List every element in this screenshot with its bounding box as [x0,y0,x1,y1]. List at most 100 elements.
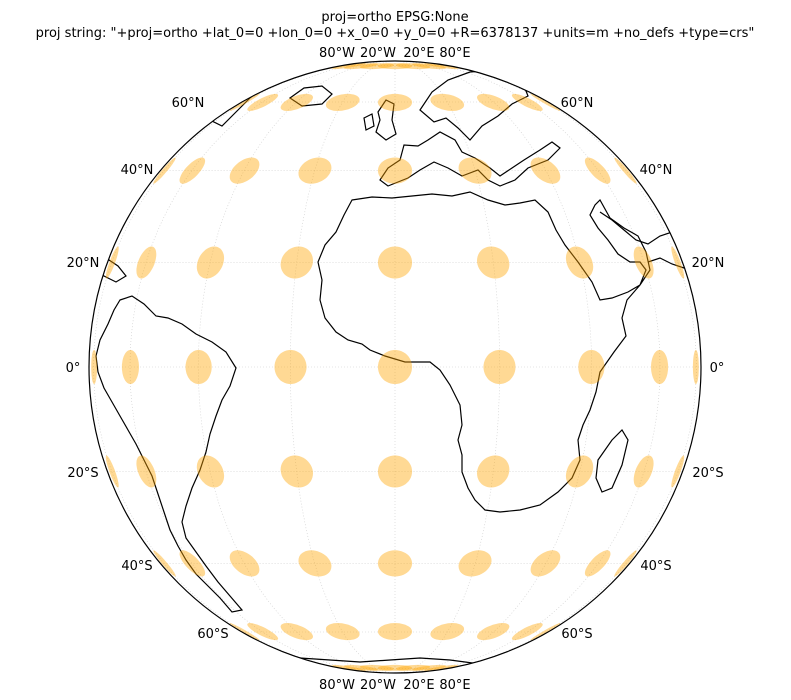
lon-label-bottom-20e: 20°E [403,678,434,693]
tissot-ellipse [105,246,119,279]
tissot-ellipse [584,550,611,577]
graticule [89,61,701,673]
tissot-ellipse [136,246,157,279]
lat-label-right-60n: 60°N [561,96,594,111]
lon-label-bottom-80w: 80°W [319,678,355,693]
lon-label-top-20w: 20°W [360,46,396,61]
tissot-ellipse [377,664,413,671]
lon-label-top-80e: 80°E [439,46,470,61]
tissot-ellipse [424,63,458,70]
tissot-ellipse [91,349,98,385]
coastline-antarctica [267,657,501,671]
lat-label-right-40n: 40°N [640,163,673,178]
coastline-ireland [363,113,375,131]
tissot-ellipse [633,455,654,488]
coastline-british-isles [375,99,397,141]
tissot-ellipse [332,63,366,70]
tissot-ellipse [584,157,611,184]
tissot-ellipse [359,664,394,671]
lat-label-left-20n: 20°N [67,256,100,271]
tissot-ellipse [377,550,413,577]
tissot-ellipse [424,664,458,671]
tissot-ellipse [477,93,510,111]
tissot-ellipse [530,157,561,184]
tissot-ellipse [483,349,516,385]
tissot-ellipse [377,93,413,111]
tissot-ellipse [153,550,176,577]
tissot-ellipse [229,157,260,184]
tissot-ellipse [298,157,332,184]
tissot-ellipse [343,664,378,671]
tissot-ellipse [458,157,492,184]
tissot-ellipse [280,455,313,488]
lat-label-left-60n: 60°N [172,96,205,111]
globe-outline [88,60,702,674]
tissot-ellipse [692,349,699,385]
coastline-south-america [95,295,244,613]
tissot-ellipse [377,349,413,385]
lat-label-right-60s: 60°S [561,627,592,642]
lat-label-right-20n: 20°N [692,256,725,271]
title-line-2: proj string: "+proj=ortho +lat_0=0 +lon_… [36,26,755,41]
tissot-ellipse [343,63,378,70]
tissot-ellipse [185,349,212,385]
tissot-ellipse [530,623,561,641]
tissot-ellipse [530,93,561,111]
tissot-ellipse [412,63,447,70]
tissot-ellipse [325,93,360,111]
tissot-ellipse [179,157,206,184]
tissot-ellipse [565,246,594,279]
tissot-ellipse [651,349,669,385]
tissot-ellipse [565,455,594,488]
tissot-ellipse [247,93,279,111]
lat-label-left-60s: 60°S [197,627,228,642]
lon-label-bottom-80e: 80°E [439,678,470,693]
tissot-ellipse [105,455,119,488]
lon-label-top-20e: 20°E [403,46,434,61]
lat-label-left-20s: 20°S [67,466,98,481]
lat-label-right-40s: 40°S [640,559,671,574]
tissot-ellipse [229,550,260,577]
tissot-ellipse [671,455,685,488]
tissot-ellipse [298,550,332,577]
coastline-europe [379,131,561,187]
tissot-ellipse [280,246,313,279]
tissot-ellipse [412,664,447,671]
tissot-ellipse [396,664,431,671]
lon-label-top-80w: 80°W [319,46,355,61]
coastline-madagascar [595,429,629,493]
tissot-ellipse [511,93,543,111]
lat-label-left-40n: 40°N [121,163,154,178]
tissot-ellipse [430,623,465,641]
graticule-meridian [93,61,396,673]
tissot-ellipse [229,623,260,641]
tissot-ellipse [377,455,413,488]
graticule-meridian [197,61,396,673]
graticule-meridian [394,61,697,673]
tissot-ellipse [477,455,510,488]
tissot-ellipse [377,623,413,641]
lon-label-bottom-20w: 20°W [360,678,396,693]
tissot-ellipse [377,246,413,279]
tissot-ellipse [121,349,139,385]
globe [89,61,701,673]
tissot-ellipse [614,157,637,184]
tissot-ellipse [578,349,605,385]
tissot-ellipse [229,93,260,111]
tissot-ellipse [530,550,561,577]
tissot-ellipse [274,349,307,385]
lat-label-left-0: 0° [66,361,81,376]
tissot-ellipse [671,246,685,279]
coastline-scandinavia [419,69,529,141]
tissot-ellipse [280,93,313,111]
tissot-ellipse [325,623,360,641]
tissot-ellipse [477,246,510,279]
lat-label-right-0: 0° [710,361,725,376]
tissot-ellipse [511,623,543,641]
tissot-ellipse [614,550,637,577]
tissot-ellipse [396,63,431,70]
tissot-ellipse [377,63,413,70]
coastline-africa [317,191,651,513]
tissot-ellipse [196,246,225,279]
